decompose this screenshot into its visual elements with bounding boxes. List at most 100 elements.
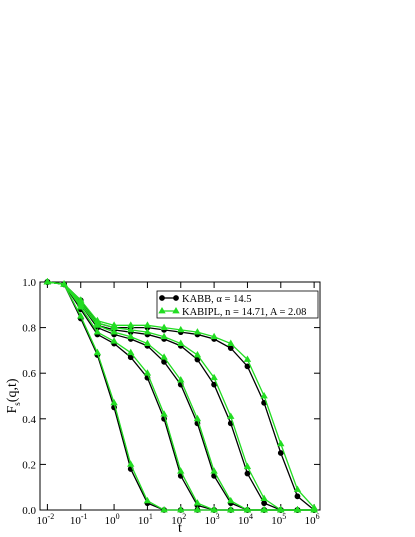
x-tick-base: 10 — [271, 515, 283, 527]
x-tick-label: 100 — [105, 512, 120, 527]
data-point — [110, 328, 118, 335]
data-point — [177, 467, 185, 474]
data-point — [193, 505, 202, 513]
x-tick-label: 10-2 — [37, 512, 55, 527]
data-point — [172, 306, 180, 314]
data-point — [159, 295, 165, 301]
data-point — [277, 450, 284, 456]
data-point — [77, 296, 85, 303]
x-tick-base: 10 — [171, 515, 183, 527]
data-point — [243, 355, 252, 362]
x-tick-exponent: -2 — [48, 512, 55, 521]
x-axis-label: t — [178, 521, 182, 536]
legend-label: KABIPL, n = 14.71, A = 2.08 — [182, 307, 306, 318]
data-point — [160, 353, 168, 360]
data-point — [293, 485, 302, 492]
data-point — [244, 363, 251, 370]
data-point — [77, 312, 85, 319]
x-tick-label: 105 — [271, 512, 286, 527]
x-tick-base: 10 — [105, 515, 117, 527]
data-point — [210, 467, 218, 474]
data-point — [143, 496, 152, 504]
data-point — [127, 321, 135, 328]
data-point — [127, 332, 135, 340]
x-tick-exponent: 0 — [116, 512, 120, 521]
x-tick-base: 10 — [305, 515, 317, 527]
x-tick-base: 10 — [205, 515, 217, 527]
data-point — [127, 348, 135, 356]
y-tick-label: 0.0 — [22, 505, 36, 517]
data-point — [310, 503, 318, 511]
legend-box — [156, 290, 319, 319]
data-point — [293, 505, 302, 513]
x-tick-label: 102 — [171, 512, 186, 527]
data-point — [210, 373, 218, 381]
x-tick-base: 10 — [37, 515, 49, 527]
data-point — [193, 414, 202, 422]
data-point — [277, 505, 285, 513]
x-tick-exponent: -1 — [81, 512, 88, 521]
data-point — [277, 439, 285, 447]
x-tick-label: 106 — [305, 512, 320, 527]
x-tick-label: 104 — [238, 512, 253, 527]
x-tick-label: 10-1 — [70, 512, 88, 527]
data-point — [127, 325, 135, 333]
data-point — [160, 410, 168, 417]
data-point — [294, 493, 301, 500]
x-tick-exponent: 1 — [149, 512, 153, 521]
y-tick-label: 0.8 — [22, 323, 36, 335]
data-point — [93, 328, 102, 335]
y-tick-label: 0.6 — [22, 368, 36, 380]
data-point — [158, 306, 166, 314]
data-point — [160, 323, 168, 330]
data-point — [143, 321, 152, 328]
data-point — [260, 505, 268, 513]
data-point — [227, 412, 235, 419]
data-point — [210, 505, 218, 513]
data-point — [143, 369, 152, 376]
data-point — [244, 470, 251, 477]
y-tick-label: 0.2 — [22, 459, 36, 471]
data-point — [193, 328, 202, 335]
data-point — [177, 505, 185, 513]
data-point — [173, 295, 179, 301]
data-point — [193, 499, 202, 506]
x-tick-exponent: 6 — [316, 512, 320, 521]
data-point — [43, 277, 52, 285]
data-point — [227, 339, 235, 346]
data-point — [93, 316, 102, 324]
y-label-sub: s — [12, 402, 22, 406]
data-point — [227, 345, 234, 352]
data-point — [193, 350, 202, 358]
data-point — [227, 505, 235, 513]
x-tick-exponent: 5 — [282, 512, 286, 521]
data-point — [160, 332, 168, 340]
legend-label: KABB, α = 14.5 — [182, 294, 251, 305]
data-point — [227, 496, 235, 504]
data-point — [93, 348, 102, 356]
data-point — [110, 321, 118, 328]
y-tick-label: 1.0 — [22, 277, 36, 289]
data-point — [160, 505, 168, 513]
x-tick-label: 103 — [205, 512, 220, 527]
data-point — [260, 494, 268, 501]
data-point — [143, 328, 152, 335]
x-tick-exponent: 2 — [182, 512, 186, 521]
x-tick-label: 101 — [138, 512, 153, 527]
data-point — [143, 339, 152, 346]
data-point — [60, 280, 68, 287]
y-label-main: F — [5, 406, 20, 414]
y-tick-label: 0.4 — [22, 414, 36, 426]
data-point — [261, 500, 268, 507]
data-point — [110, 398, 118, 406]
x-tick-base: 10 — [138, 515, 150, 527]
data-point — [177, 376, 185, 383]
data-point — [243, 462, 252, 470]
x-tick-exponent: 3 — [216, 512, 220, 521]
x-tick-exponent: 4 — [249, 512, 253, 521]
data-point — [177, 325, 185, 333]
data-point — [243, 505, 252, 513]
x-tick-base: 10 — [70, 515, 82, 527]
y-axis-label: Fs(q,t) — [5, 378, 22, 413]
data-point — [110, 337, 118, 344]
